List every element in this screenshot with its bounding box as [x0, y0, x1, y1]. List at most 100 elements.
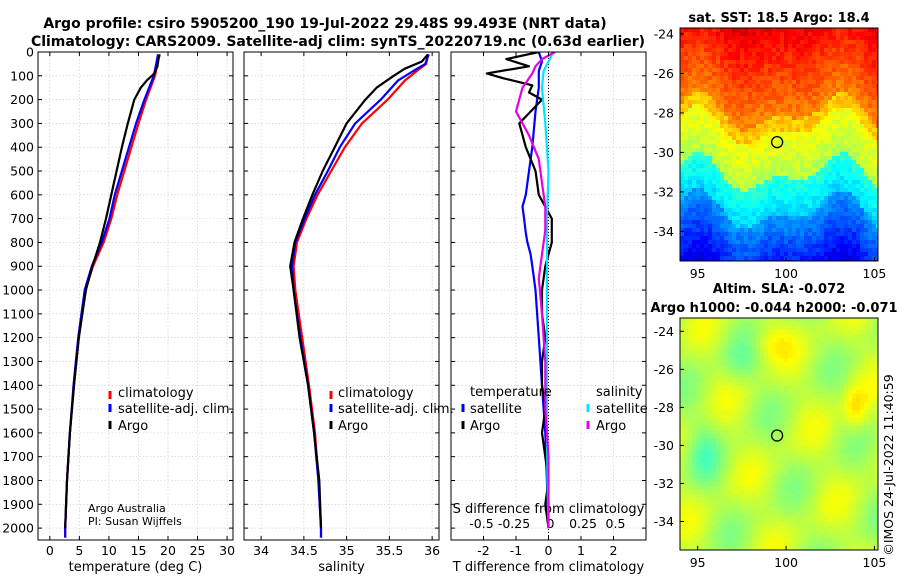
map-cell	[748, 96, 753, 101]
map-cell	[696, 176, 701, 181]
map-cell	[856, 116, 861, 121]
map-cell	[716, 378, 721, 383]
map-cell	[868, 84, 873, 89]
map-cell	[812, 244, 817, 249]
map-cell	[748, 200, 753, 205]
map-cell	[728, 80, 733, 85]
map-cell	[796, 44, 801, 49]
map-cell	[692, 52, 697, 57]
map-cell	[852, 334, 857, 339]
map-cell	[796, 322, 801, 327]
map-cell	[776, 140, 781, 145]
map-cell	[816, 232, 821, 237]
map-cell	[768, 438, 773, 443]
map-cell	[788, 160, 793, 165]
map-cell	[740, 104, 745, 109]
map-cell	[816, 188, 821, 193]
map-cell	[824, 72, 829, 77]
map-cell	[760, 398, 765, 403]
map-cell	[732, 220, 737, 225]
map-cell	[736, 358, 741, 363]
map-cell	[812, 318, 817, 323]
map-cell	[728, 236, 733, 241]
map-cell	[864, 120, 869, 125]
map-cell	[828, 116, 833, 121]
map-cell	[800, 386, 805, 391]
map-cell	[764, 56, 769, 61]
map-cell	[840, 76, 845, 81]
map-cell	[720, 216, 725, 221]
map-cell	[848, 256, 853, 261]
map-cell	[740, 370, 745, 375]
map-cell	[860, 176, 865, 181]
map-cell	[868, 128, 873, 133]
map-cell	[764, 168, 769, 173]
map-cell	[760, 92, 765, 97]
map-cell	[684, 362, 689, 367]
map-cell	[800, 188, 805, 193]
map-cell	[768, 144, 773, 149]
map-cell	[740, 88, 745, 93]
map-cell	[764, 370, 769, 375]
map-cell	[876, 326, 878, 331]
map-cell	[836, 422, 841, 427]
map-cell	[728, 132, 733, 137]
map-cell	[712, 52, 717, 57]
map-cell	[872, 216, 877, 221]
map-cell	[820, 422, 825, 427]
map-cell	[780, 256, 785, 261]
map-cell	[804, 402, 809, 407]
map-cell	[828, 212, 833, 217]
map-cell	[728, 434, 733, 439]
map-cell	[860, 116, 865, 121]
map-cell	[716, 140, 721, 145]
map-cell	[752, 28, 757, 33]
map-cell	[684, 330, 689, 335]
map-cell	[772, 148, 777, 153]
map-cell	[692, 48, 697, 53]
map-cell	[684, 176, 689, 181]
map-cell	[752, 132, 757, 137]
map-cell	[872, 192, 877, 197]
map-cell	[752, 164, 757, 169]
map-cell	[684, 192, 689, 197]
map-cell	[744, 104, 749, 109]
map-cell	[712, 450, 717, 455]
map-cell	[712, 176, 717, 181]
map-cell	[752, 414, 757, 419]
map-cell	[792, 148, 797, 153]
map-cell	[720, 370, 725, 375]
map-cell	[736, 40, 741, 45]
map-cell	[812, 148, 817, 153]
map-cell	[796, 236, 801, 241]
map-cell	[872, 426, 877, 431]
map-cell	[876, 442, 878, 447]
map-cell	[876, 152, 878, 157]
map-cell	[680, 192, 685, 197]
map-cell	[780, 76, 785, 81]
map-cell	[692, 108, 697, 113]
map-cell	[708, 52, 713, 57]
map-cell	[756, 450, 761, 455]
map-cell	[812, 256, 817, 261]
map-cell	[756, 92, 761, 97]
map-cell	[844, 100, 849, 105]
map-cell	[700, 100, 705, 105]
map-cell	[716, 196, 721, 201]
map-cell	[836, 60, 841, 65]
map-cell	[812, 44, 817, 49]
map-cell	[732, 176, 737, 181]
map-cell	[716, 208, 721, 213]
map-cell	[716, 188, 721, 193]
map-cell	[712, 236, 717, 241]
map-cell	[788, 48, 793, 53]
series-line-argo	[64, 54, 161, 529]
map-cell	[840, 438, 845, 443]
map-cell	[768, 338, 773, 343]
map-cell	[792, 354, 797, 359]
map-cell	[784, 184, 789, 189]
map-cell	[804, 374, 809, 379]
map-cell	[756, 334, 761, 339]
map-cell	[820, 362, 825, 367]
map-cell	[724, 422, 729, 427]
